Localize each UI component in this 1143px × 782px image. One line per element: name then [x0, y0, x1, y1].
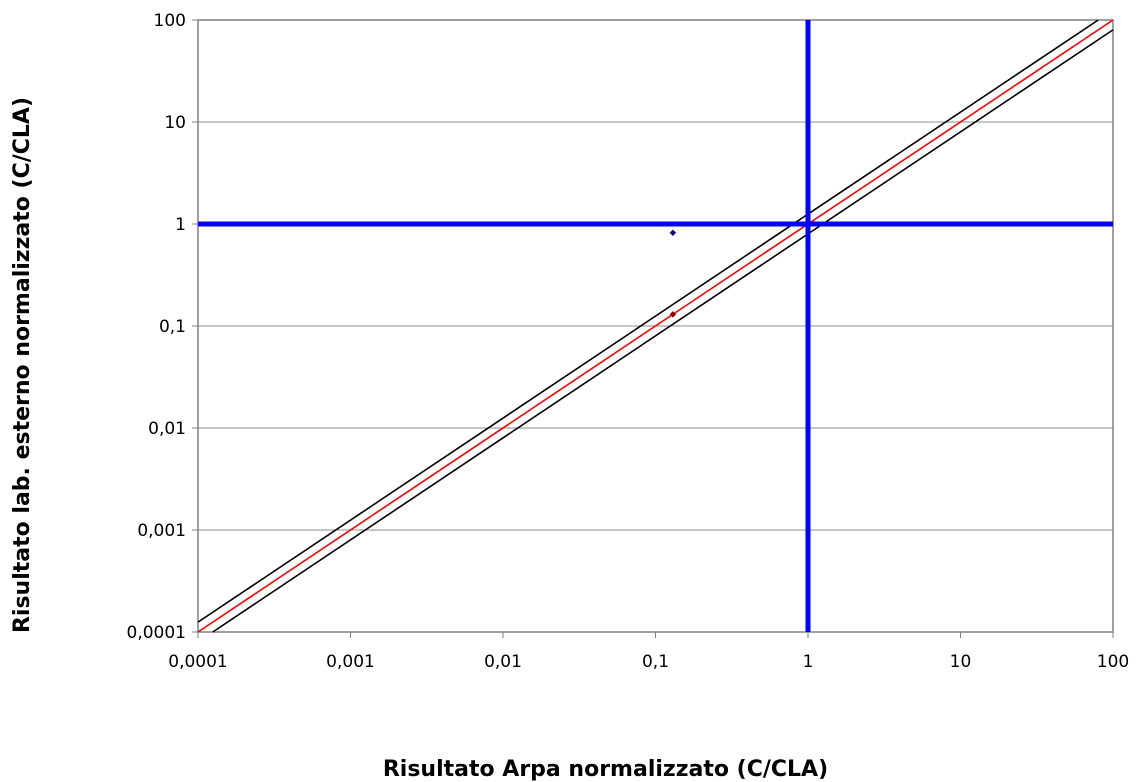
y-tick-label: 0,1 [159, 317, 186, 337]
x-tick-label: 0,01 [484, 652, 522, 672]
x-axis-ticks: 0,0001 0,001 0,01 0,1 1 10 100 [168, 632, 1129, 672]
data-point [669, 229, 677, 236]
line-identity [197, 19, 1114, 633]
x-tick-label: 0,0001 [168, 652, 227, 672]
y-tick-label: 1 [175, 215, 186, 235]
y-tick-label: 0,001 [137, 521, 186, 541]
x-tick-label: 0,001 [326, 652, 375, 672]
line-upper-limit [197, 19, 1099, 623]
series-lines [197, 19, 1114, 633]
y-tick-label: 100 [154, 11, 186, 31]
x-tick-label: 1 [803, 652, 814, 672]
x-tick-label: 10 [950, 652, 972, 672]
y-tick-label: 0,01 [148, 419, 186, 439]
x-axis-title: Risultato Arpa normalizzato (C/CLA) [383, 757, 828, 782]
data-points [669, 229, 677, 318]
y-axis-ticks: 0,0001 0,001 0,01 0,1 1 10 100 [127, 11, 198, 643]
line-lower-limit [212, 29, 1114, 633]
y-axis-title: Risultato lab. esterno normalizzato (C/C… [10, 97, 35, 633]
reference-lines [198, 20, 1113, 632]
y-tick-label: 10 [164, 113, 186, 133]
y-tick-label: 0,0001 [127, 623, 186, 643]
x-tick-label: 0,1 [642, 652, 669, 672]
x-tick-label: 100 [1097, 652, 1129, 672]
data-point [669, 311, 677, 318]
